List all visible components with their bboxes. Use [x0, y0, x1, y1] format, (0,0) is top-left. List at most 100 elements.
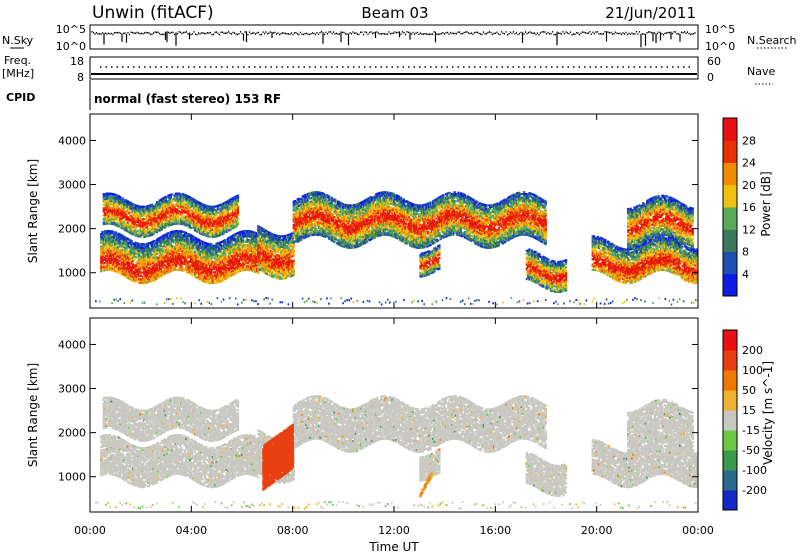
power-cell — [188, 270, 191, 273]
power-cell — [119, 266, 122, 270]
power-cell — [101, 248, 104, 251]
power-cell — [197, 263, 200, 266]
power-cell — [154, 269, 157, 272]
power-cell — [115, 235, 118, 238]
power-cell — [106, 259, 109, 263]
power-cell — [181, 249, 184, 253]
power-cell — [173, 246, 176, 249]
power-cell — [109, 238, 112, 242]
power-cell — [148, 242, 151, 245]
power-cell — [190, 269, 193, 272]
power-cell — [185, 252, 188, 256]
power-cell — [167, 237, 170, 240]
power-cell — [292, 259, 295, 262]
power-cell — [182, 252, 185, 255]
power-cell — [167, 263, 170, 267]
power-cell — [117, 262, 121, 265]
power-cell — [110, 258, 113, 261]
power-cell — [143, 257, 146, 260]
power-cell — [111, 241, 114, 244]
power-cell — [174, 245, 178, 249]
power-cell — [178, 267, 181, 270]
power-cell — [120, 262, 123, 265]
power-cell — [158, 247, 161, 250]
nsky-trace — [91, 31, 696, 48]
power-cell — [111, 237, 114, 240]
power-cell — [107, 235, 110, 238]
power-cell — [174, 252, 178, 256]
power-cell — [147, 270, 150, 273]
power-cell — [182, 262, 185, 265]
power-cell — [100, 270, 103, 273]
power-cell — [102, 237, 105, 240]
power-cell — [117, 243, 121, 246]
power-cell — [195, 262, 198, 265]
power-cell — [141, 255, 145, 258]
power-cell — [192, 246, 195, 249]
power-cell — [139, 272, 142, 276]
power-cell — [129, 265, 132, 268]
power-cell — [144, 257, 147, 260]
power-cell — [187, 248, 190, 252]
power-cell — [109, 252, 112, 256]
power-cell — [178, 260, 181, 263]
nave-tick-high: 60 — [707, 55, 721, 68]
nsky-tick-high: 10^5 — [56, 23, 86, 36]
power-cell — [129, 246, 132, 249]
power-cell — [179, 260, 183, 263]
power-cell — [166, 262, 169, 265]
power-cell — [153, 257, 156, 260]
power-cell — [102, 242, 105, 246]
cpid-text: normal (fast stereo) 153 RF — [94, 92, 281, 106]
power-cell — [166, 232, 169, 235]
power-cell — [217, 227, 221, 230]
power-cell — [100, 234, 103, 238]
power-cell — [141, 246, 145, 249]
power-cell — [133, 279, 136, 283]
power-cell — [159, 268, 162, 271]
power-cell — [103, 230, 107, 233]
power-cell — [111, 262, 114, 265]
power-cell — [150, 279, 153, 283]
power-cell — [103, 246, 107, 249]
power-cell — [115, 251, 118, 254]
power-cell — [181, 257, 184, 260]
power-cell — [191, 238, 194, 241]
power-cell — [183, 268, 186, 271]
power-cell — [110, 240, 113, 243]
power-cell — [115, 266, 118, 270]
power-cell — [187, 266, 190, 269]
power-cell — [163, 257, 166, 260]
power-cell — [163, 237, 166, 240]
power-cell — [197, 277, 200, 280]
power-cell — [186, 271, 189, 274]
power-cell — [139, 265, 142, 269]
power-cell — [115, 270, 118, 273]
power-cell — [187, 234, 190, 237]
power-cell — [124, 238, 127, 241]
power-cell — [177, 252, 180, 256]
power-cell — [160, 256, 164, 259]
power-cell — [150, 265, 153, 269]
power-cell — [103, 235, 107, 238]
power-cell — [283, 234, 286, 238]
power-cell — [160, 265, 164, 268]
power-cell — [169, 234, 172, 237]
power-cell — [169, 255, 172, 259]
power-cell — [197, 265, 200, 268]
power-cell — [141, 264, 145, 267]
power-cell — [158, 244, 161, 247]
power-cell — [174, 256, 178, 259]
power-cell — [183, 254, 186, 257]
power-cell — [192, 264, 195, 267]
power-cell — [193, 254, 197, 257]
power-cell — [187, 233, 190, 236]
power-cell — [143, 281, 146, 285]
power-cell — [167, 249, 170, 252]
power-cell — [178, 253, 181, 256]
power-cell — [135, 275, 138, 278]
power-cell — [116, 255, 119, 258]
power-cell — [160, 239, 164, 242]
power-cell — [134, 241, 137, 244]
power-cell — [185, 268, 188, 272]
